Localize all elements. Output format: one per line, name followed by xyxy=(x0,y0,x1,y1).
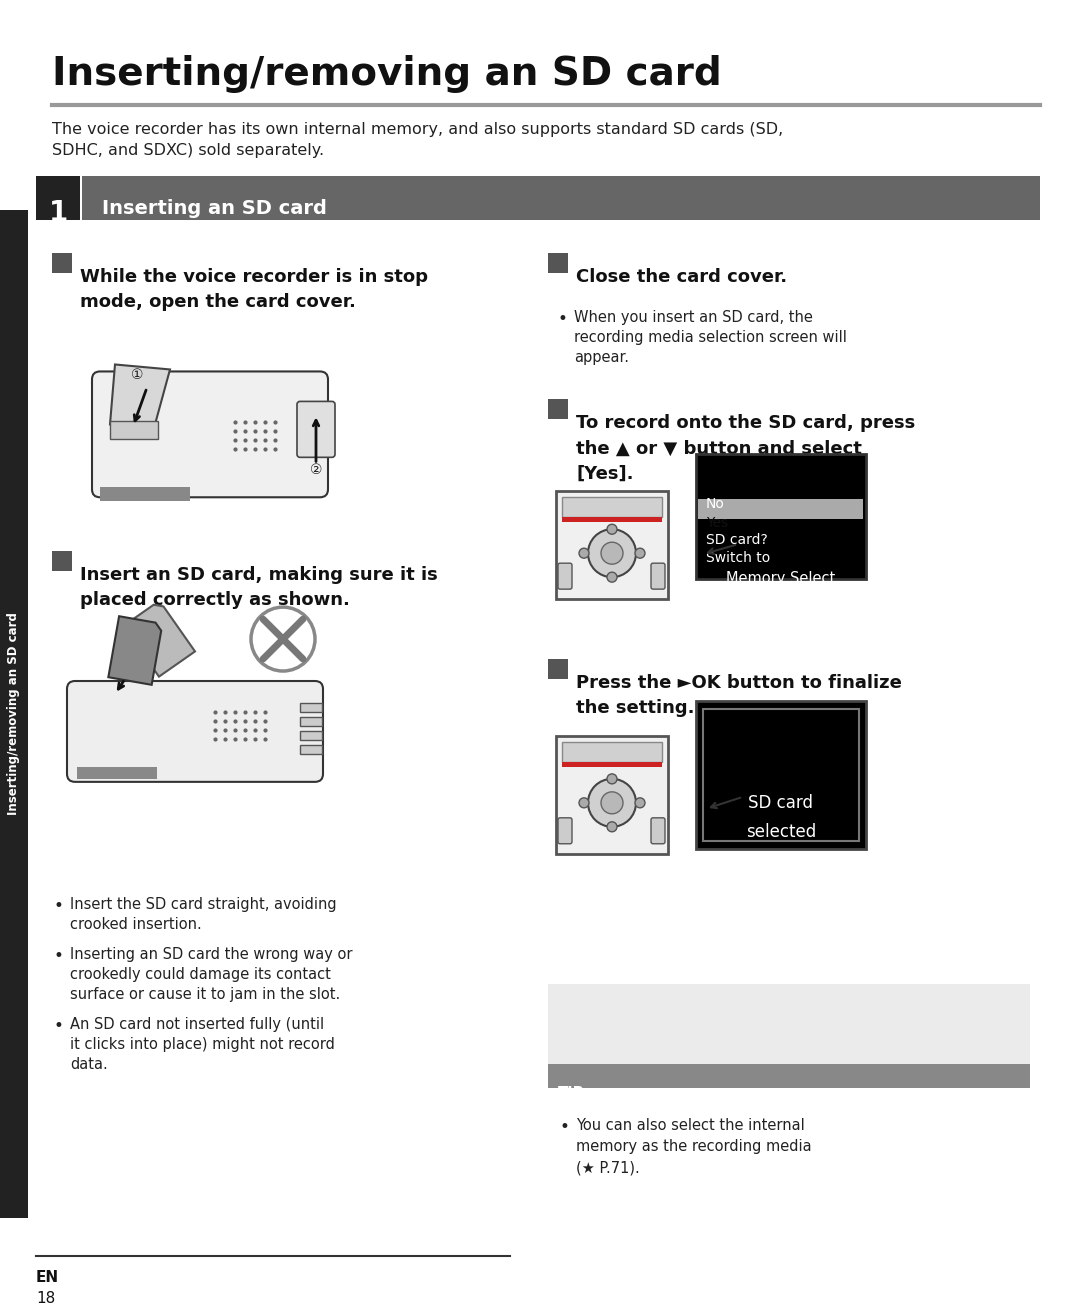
Circle shape xyxy=(600,542,623,565)
Text: Inserting/removing an SD card: Inserting/removing an SD card xyxy=(8,613,21,815)
Bar xyxy=(110,422,158,439)
Text: SD card
selected: SD card selected xyxy=(746,794,816,841)
Text: Inserting an SD card the wrong way or
crookedly could damage its contact
surface: Inserting an SD card the wrong way or cr… xyxy=(70,947,352,1002)
FancyBboxPatch shape xyxy=(297,401,335,457)
Text: When you insert an SD card, the
recording media selection screen will
appear.: When you insert an SD card, the recordin… xyxy=(573,309,847,365)
Text: Yes: Yes xyxy=(706,516,728,531)
Text: The voice recorder has its own internal memory, and also supports standard SD ca: The voice recorder has its own internal … xyxy=(52,122,783,157)
Text: 5: 5 xyxy=(553,679,563,690)
Text: •: • xyxy=(54,947,64,964)
Bar xyxy=(548,984,1030,1089)
Bar xyxy=(562,741,662,762)
Text: You can also select the internal
memory as the recording media
(★ P.71).: You can also select the internal memory … xyxy=(576,1119,812,1175)
Bar xyxy=(82,176,1040,220)
Bar xyxy=(698,499,863,519)
Circle shape xyxy=(607,524,617,534)
Text: Close the card cover.: Close the card cover. xyxy=(576,267,787,286)
Text: 1: 1 xyxy=(57,271,67,284)
Circle shape xyxy=(635,548,645,558)
Text: EN: EN xyxy=(36,1271,59,1285)
Text: 3: 3 xyxy=(553,271,563,284)
FancyBboxPatch shape xyxy=(558,817,572,844)
Bar xyxy=(556,736,669,854)
Bar xyxy=(300,731,322,740)
Text: •: • xyxy=(54,1017,64,1035)
Bar xyxy=(696,455,866,579)
Polygon shape xyxy=(123,605,195,677)
Text: Insert an SD card, making sure it is
placed correctly as shown.: Insert an SD card, making sure it is pla… xyxy=(80,566,437,609)
Text: An SD card not inserted fully (until
it clicks into place) might not record
data: An SD card not inserted fully (until it … xyxy=(70,1017,335,1073)
Text: SD card?: SD card? xyxy=(706,533,768,548)
Text: 1: 1 xyxy=(49,199,68,227)
Circle shape xyxy=(579,798,589,808)
Bar xyxy=(548,400,568,419)
Text: Insert the SD card straight, avoiding
crooked insertion.: Insert the SD card straight, avoiding cr… xyxy=(70,896,337,933)
Bar xyxy=(548,253,568,272)
FancyBboxPatch shape xyxy=(92,372,328,498)
Circle shape xyxy=(607,572,617,582)
Bar xyxy=(562,517,662,523)
Bar xyxy=(0,210,28,1218)
Bar xyxy=(696,701,866,849)
Bar xyxy=(52,253,72,272)
FancyBboxPatch shape xyxy=(67,681,323,782)
Bar xyxy=(562,498,662,517)
Text: 4: 4 xyxy=(553,418,563,431)
Text: Inserting/removing an SD card: Inserting/removing an SD card xyxy=(52,55,721,93)
Text: •: • xyxy=(561,1119,570,1136)
Bar xyxy=(703,709,859,841)
Bar xyxy=(52,552,72,571)
Bar xyxy=(300,745,322,753)
Bar xyxy=(300,717,322,726)
Text: 2: 2 xyxy=(57,570,67,583)
Text: To record onto the SD card, press
the ▲ or ▼ button and select
[Yes].: To record onto the SD card, press the ▲ … xyxy=(576,414,915,482)
Text: ①: ① xyxy=(131,368,144,383)
Text: •: • xyxy=(558,309,568,328)
Text: Press the ►OK button to finalize
the setting.: Press the ►OK button to finalize the set… xyxy=(576,675,902,717)
Circle shape xyxy=(635,798,645,808)
Bar xyxy=(548,1065,1030,1089)
Circle shape xyxy=(607,774,617,783)
Circle shape xyxy=(588,529,636,578)
Polygon shape xyxy=(108,616,161,685)
Bar xyxy=(300,703,322,711)
Circle shape xyxy=(600,791,623,814)
Text: Memory Select: Memory Select xyxy=(727,571,836,586)
Polygon shape xyxy=(110,364,170,424)
Bar xyxy=(100,487,190,502)
Circle shape xyxy=(588,779,636,827)
Bar xyxy=(548,659,568,679)
Text: •: • xyxy=(54,896,64,914)
Text: 18: 18 xyxy=(36,1292,55,1306)
Text: TIP: TIP xyxy=(558,1086,584,1102)
Circle shape xyxy=(607,821,617,832)
Bar xyxy=(77,766,157,779)
Text: While the voice recorder is in stop
mode, open the card cover.: While the voice recorder is in stop mode… xyxy=(80,267,428,310)
FancyBboxPatch shape xyxy=(651,817,665,844)
Bar xyxy=(556,491,669,599)
Bar xyxy=(562,762,662,766)
Text: Switch to: Switch to xyxy=(706,552,770,565)
Bar xyxy=(36,176,80,220)
Text: Inserting an SD card: Inserting an SD card xyxy=(102,199,327,217)
Text: No: No xyxy=(706,498,725,511)
Text: ②: ② xyxy=(310,464,322,477)
FancyBboxPatch shape xyxy=(651,563,665,590)
Circle shape xyxy=(579,548,589,558)
FancyBboxPatch shape xyxy=(558,563,572,590)
